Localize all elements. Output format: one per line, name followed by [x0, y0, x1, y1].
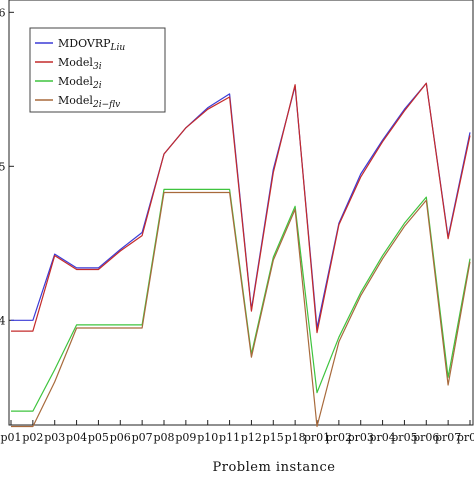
x-tick-label: p09	[175, 431, 196, 444]
series-line-2	[11, 188, 471, 412]
x-tick-label: pr05	[391, 431, 417, 444]
legend-entry: Model3i	[58, 56, 102, 72]
legend-entry-name: Model	[58, 94, 93, 107]
x-tick-label: p03	[44, 431, 65, 444]
legend-entry-name: MDOVRP	[58, 37, 111, 50]
x-tick-label: p04	[66, 431, 87, 444]
legend-box	[29, 27, 166, 113]
x-tick-label: p07	[132, 431, 153, 444]
x-tick-label: p02	[22, 431, 43, 444]
x-tick-label: pr06	[413, 431, 439, 444]
x-tick-label: pr03	[348, 431, 374, 444]
x-tick-label: p18	[285, 431, 306, 444]
plot-frame	[8, 0, 474, 426]
x-tick-label: p06	[110, 431, 131, 444]
legend-entry-name: Model	[58, 56, 93, 69]
y-tick-label: 4	[0, 314, 6, 327]
x-tick-label: p11	[219, 431, 240, 444]
x-tick-label: p05	[88, 431, 109, 444]
legend-entry-subscript: Liu	[110, 43, 126, 53]
x-tick-label: pr01	[304, 431, 330, 444]
legend-entry: MDOVRPLiu	[58, 37, 125, 53]
y-tick-label: 6	[0, 6, 6, 19]
legend-entry-subscript: 3i	[93, 62, 102, 72]
x-tick-label: p10	[197, 431, 218, 444]
legend-entry-name: Model	[58, 75, 93, 88]
x-tick-label: p15	[263, 431, 284, 444]
series-line-1	[11, 82, 471, 334]
x-tick-label: p12	[241, 431, 262, 444]
legend-entry-subscript: 2i−flv	[92, 100, 120, 110]
legend-entry: Model2i−flv	[58, 94, 120, 110]
x-tick-label: p08	[153, 431, 174, 444]
x-tick-label: pr07	[435, 431, 461, 444]
series-line-3	[11, 191, 471, 428]
legend-entry-subscript: 2i	[92, 81, 102, 91]
x-tick-label: pr02	[326, 431, 352, 444]
legend-entry: Model2i	[58, 75, 102, 91]
y-tick-label: 5	[0, 160, 6, 173]
x-tick-label: pr08	[457, 431, 474, 444]
x-axis-title: Problem instance	[213, 460, 336, 474]
x-tick-label: p01	[0, 431, 21, 444]
x-tick-label: pr04	[369, 431, 395, 444]
